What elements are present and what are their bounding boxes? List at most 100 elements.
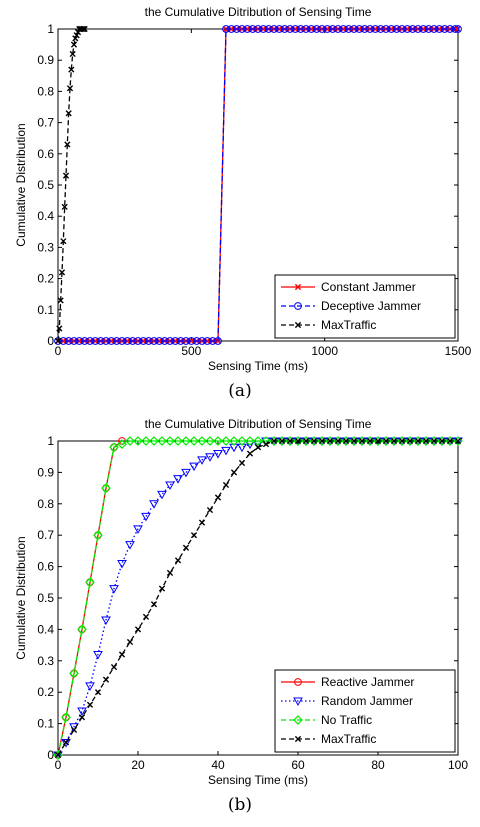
data-point [56, 325, 63, 332]
data-point [213, 436, 223, 446]
x-tick-label: 0 [55, 758, 62, 772]
data-point [57, 297, 64, 304]
data-point [54, 751, 62, 759]
data-point [309, 436, 319, 446]
data-point [308, 25, 315, 33]
legend-marker [293, 715, 303, 725]
y-tick-label: 0.1 [37, 717, 54, 731]
x-tick-label: 80 [371, 758, 385, 772]
data-point [176, 337, 185, 345]
data-point [181, 436, 191, 446]
legend-marker [294, 283, 302, 291]
data-point [101, 616, 111, 625]
data-point [64, 141, 71, 148]
data-point [264, 25, 273, 33]
data-point [139, 337, 148, 345]
data-point [133, 436, 143, 446]
data-point [222, 481, 230, 489]
data-point [350, 437, 358, 445]
data-point [397, 436, 407, 446]
data-point [398, 437, 406, 445]
chart-a-series [54, 25, 462, 345]
data-point [371, 25, 380, 33]
legend-label: Reactive Jammer [321, 675, 414, 689]
data-point [156, 337, 163, 345]
data-point [171, 337, 180, 345]
data-point [406, 437, 414, 445]
x-tick-label: 1000 [311, 344, 338, 358]
y-tick-label: 0 [47, 334, 54, 348]
x-tick-label: 60 [291, 758, 305, 772]
data-point [61, 203, 68, 210]
data-point [205, 436, 215, 446]
data-point [85, 682, 95, 691]
legend-marker [293, 697, 303, 707]
data-point [62, 739, 70, 746]
series-deceptive-jammer [54, 25, 462, 345]
y-tick-label: 0.9 [37, 465, 54, 479]
y-tick-label: 0.4 [37, 622, 54, 636]
data-point [317, 436, 327, 446]
legend-item: MaxTraffic [281, 732, 376, 746]
legend-label: Random Jammer [321, 694, 413, 708]
data-point [275, 25, 284, 33]
data-point [389, 436, 399, 446]
data-point [92, 337, 99, 345]
data-point [69, 50, 76, 58]
data-point [158, 585, 166, 592]
data-point [366, 437, 374, 445]
data-point [285, 436, 295, 446]
data-point [187, 337, 196, 345]
data-point [197, 456, 207, 465]
data-point [222, 25, 230, 33]
data-point [372, 25, 379, 33]
data-point [208, 337, 217, 345]
data-point [436, 25, 443, 33]
data-point [454, 25, 462, 33]
data-point [134, 337, 142, 345]
data-point [68, 66, 75, 73]
y-tick-label: 0.9 [37, 53, 54, 67]
data-point [328, 25, 337, 33]
data-point [286, 437, 294, 445]
data-point [228, 25, 235, 33]
series-line [57, 440, 458, 756]
chart-b-series [53, 436, 463, 761]
y-tick-label: 0.5 [37, 591, 54, 605]
data-point [62, 172, 70, 179]
data-point [150, 337, 158, 345]
data-point [238, 459, 246, 467]
data-point [197, 436, 207, 446]
data-point [101, 483, 111, 493]
data-point [318, 437, 326, 445]
data-point [307, 25, 316, 33]
data-point [334, 25, 342, 33]
data-point [53, 750, 63, 760]
series-random-jammer [53, 437, 463, 761]
data-point [392, 25, 401, 33]
data-point [165, 481, 175, 490]
chart-panel-a: the Cumulative Ditribution of Sensing Ti… [14, 5, 472, 401]
y-tick-label: 1 [47, 22, 54, 36]
x-tick-label: 100 [448, 758, 468, 772]
data-point [77, 624, 87, 635]
data-point [260, 25, 267, 33]
y-tick-label: 0.3 [37, 654, 54, 668]
data-point [181, 468, 191, 478]
data-point [246, 450, 254, 457]
data-point [189, 462, 199, 472]
y-tick-label: 0.8 [37, 497, 54, 511]
legend-marker [294, 302, 302, 310]
data-point [108, 337, 115, 345]
data-point [112, 337, 121, 345]
data-point [301, 436, 311, 446]
legend-item: Random Jammer [281, 694, 413, 708]
data-point [302, 437, 310, 445]
data-point [254, 25, 262, 33]
data-point [398, 25, 406, 33]
chart-b-y-label: Cumulative Distribution [14, 536, 28, 659]
data-point [128, 337, 137, 345]
data-point [296, 25, 305, 33]
legend-item: Constant Jammer [281, 280, 416, 294]
data-point [60, 238, 67, 245]
